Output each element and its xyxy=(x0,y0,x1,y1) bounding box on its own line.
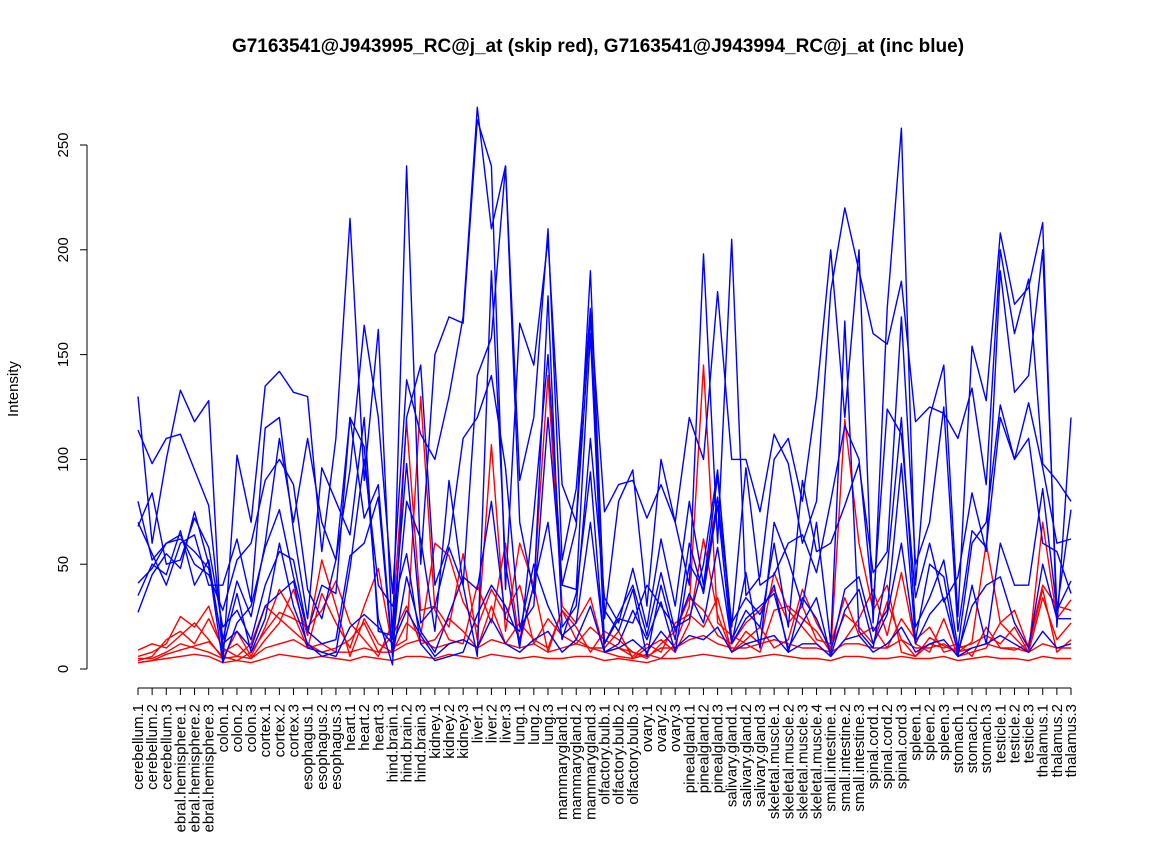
x-tick-label: salivary.gland.2 xyxy=(738,704,755,807)
x-tick-label: hind.brain.3 xyxy=(413,704,430,782)
y-axis-label: Intensity xyxy=(5,361,22,417)
x-tick-label: heart.2 xyxy=(356,704,373,751)
x-tick-label: spinal.cord.3 xyxy=(893,704,910,789)
x-tick-label: skeletal.muscle.4 xyxy=(809,704,826,819)
x-tick-label: spleen.1 xyxy=(908,704,925,761)
x-tick-label: small.intestine.1 xyxy=(823,704,840,812)
series-line-13 xyxy=(137,492,1071,658)
x-tick-label: liver.3 xyxy=(498,704,515,743)
x-tick-label: salivary.gland.3 xyxy=(752,704,769,807)
x-tick-label: ovary.2 xyxy=(653,704,670,752)
x-tick-label: liver.1 xyxy=(469,704,486,743)
x-tick-label: cortex.2 xyxy=(271,704,288,757)
x-tick-label: colon.1 xyxy=(215,704,232,752)
y-tick-label: 0 xyxy=(55,665,72,673)
x-tick-label: small.intestine.2 xyxy=(837,704,854,812)
x-tick-label: cerebellum.3 xyxy=(158,704,175,790)
x-tick-label: liver.2 xyxy=(483,704,500,743)
x-tick-label: hind.brain.2 xyxy=(399,704,416,782)
x-tick-label: stomach.1 xyxy=(950,704,967,773)
x-tick-label: ebral.hemisphere.3 xyxy=(201,704,218,832)
x-tick-label: lung.2 xyxy=(526,704,543,745)
x-tick-label: pinealgland.1 xyxy=(681,704,698,793)
x-tick-label: ebral.hemisphere.2 xyxy=(187,704,204,832)
y-axis: 0 50 100 150 200 250 xyxy=(55,132,88,673)
x-tick-label: stomach.3 xyxy=(978,704,995,773)
x-tick-label: skeletal.muscle.1 xyxy=(766,704,783,819)
x-tick-label: spinal.cord.2 xyxy=(879,704,896,789)
x-tick-label: thalamus.2 xyxy=(1049,704,1066,777)
x-tick-label: olfactory.bulb.3 xyxy=(625,704,642,805)
x-tick-label: esophagus.2 xyxy=(314,704,331,790)
series-line-11 xyxy=(137,270,1072,664)
x-tick-label: spinal.cord.1 xyxy=(865,704,882,789)
x-tick-label: colon.3 xyxy=(243,704,260,752)
x-tick-label: olfactory.bulb.2 xyxy=(611,704,628,805)
x-tick-label: pinealgland.2 xyxy=(696,704,713,793)
x-tick-label: lung.1 xyxy=(512,704,529,745)
x-tick-label: testicle.1 xyxy=(992,704,1009,763)
x-tick-label: ebral.hemisphere.1 xyxy=(172,704,189,832)
x-tick-label: spleen.3 xyxy=(936,704,953,761)
series-line-14 xyxy=(137,538,1072,658)
series-line-6 xyxy=(137,653,1071,664)
x-tick-label: mammarygland.2 xyxy=(568,704,585,820)
y-tick-label: 50 xyxy=(55,556,72,573)
x-tick-label: cerebellum.1 xyxy=(130,704,147,790)
x-tick-label: cortex.3 xyxy=(286,704,303,757)
x-tick-label: ovary.3 xyxy=(667,704,684,752)
x-tick-label: colon.2 xyxy=(229,704,246,752)
x-tick-label: mammarygland.3 xyxy=(582,704,599,820)
y-tick-label: 150 xyxy=(55,342,72,367)
series-layer xyxy=(137,106,1072,666)
x-tick-label: pinealgland.3 xyxy=(710,704,727,793)
x-tick-label: olfactory.bulb.1 xyxy=(597,704,614,805)
x-tick-label: kidney.2 xyxy=(441,704,458,759)
x-tick-label: lung.3 xyxy=(540,704,557,745)
x-tick-label: hind.brain.1 xyxy=(385,704,402,782)
x-tick-label: mammarygland.1 xyxy=(554,704,571,820)
y-tick-label: 200 xyxy=(55,237,72,262)
chart-title: G7163541@J943995_RC@j_at (skip red), G71… xyxy=(232,36,964,57)
x-tick-label: heart.3 xyxy=(370,704,387,751)
x-tick-label: cerebellum.2 xyxy=(144,704,161,790)
x-tick-label: esophagus.3 xyxy=(328,704,345,790)
x-tick-label: heart.1 xyxy=(342,704,359,751)
x-tick-label: kidney.1 xyxy=(427,704,444,759)
x-tick-label: esophagus.1 xyxy=(300,704,317,790)
x-tick-label: thalamus.1 xyxy=(1035,704,1052,777)
x-tick-label: thalamus.3 xyxy=(1063,704,1080,777)
x-tick-label: skeletal.muscle.3 xyxy=(794,704,811,819)
x-tick-label: salivary.gland.1 xyxy=(724,704,741,807)
series-line-7 xyxy=(137,119,1072,664)
x-tick-label: kidney.3 xyxy=(455,704,472,759)
x-tick-label: cortex.1 xyxy=(257,704,274,757)
series-line-8 xyxy=(137,106,1072,641)
x-tick-label: testicle.3 xyxy=(1021,704,1038,763)
x-tick-label: spleen.2 xyxy=(922,704,939,761)
y-tick-label: 250 xyxy=(55,132,72,157)
x-axis: cerebellum.1cerebellum.2cerebellum.3ebra… xyxy=(130,687,1080,832)
x-tick-label: skeletal.muscle.2 xyxy=(780,704,797,819)
x-tick-label: ovary.1 xyxy=(639,704,656,752)
x-tick-label: testicle.2 xyxy=(1007,704,1024,763)
y-tick-label: 100 xyxy=(55,447,72,472)
x-tick-label: stomach.2 xyxy=(964,704,981,773)
x-tick-label: small.intestine.3 xyxy=(851,704,868,812)
